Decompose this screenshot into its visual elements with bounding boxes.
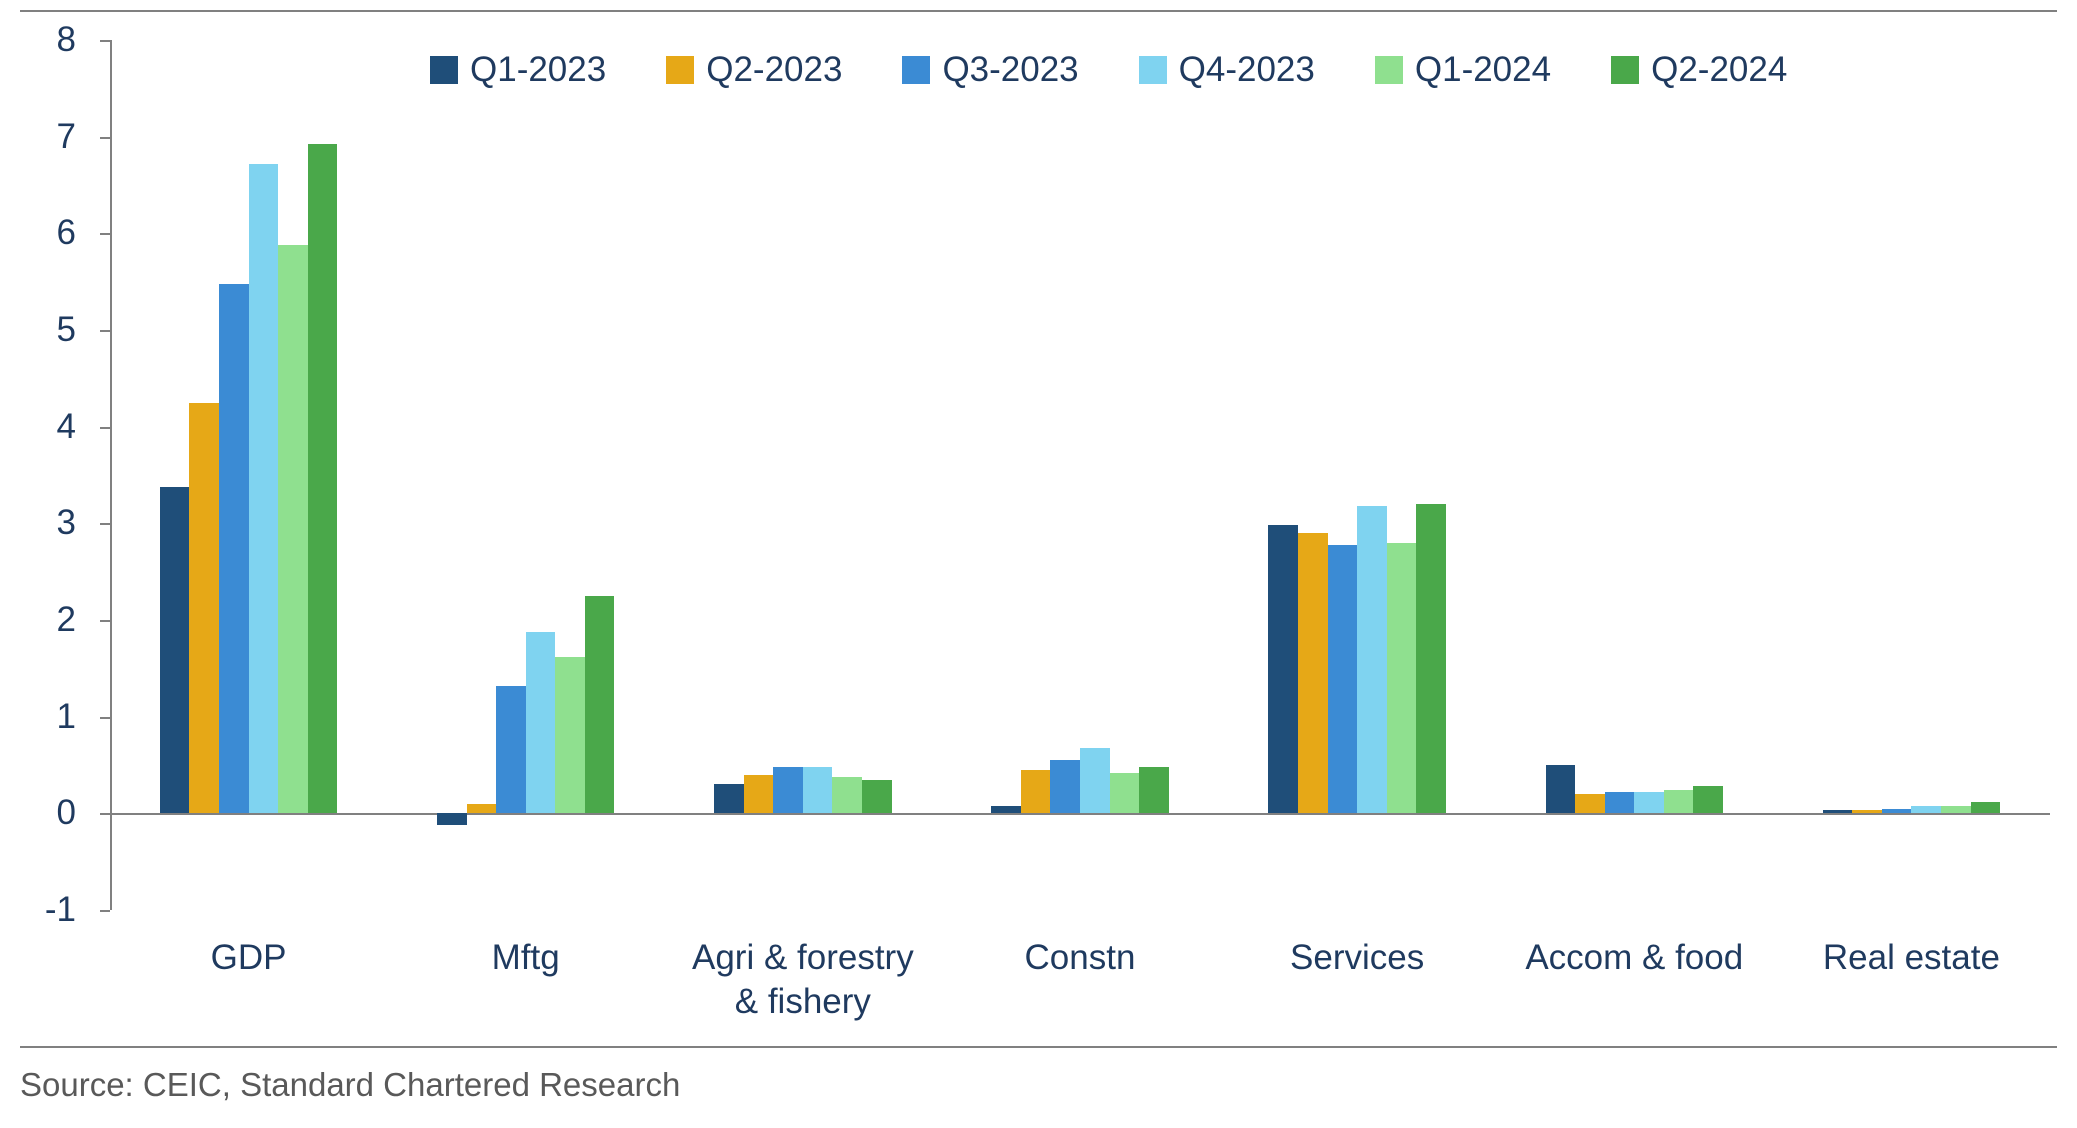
bar (1298, 533, 1328, 813)
bar (803, 767, 833, 813)
y-tick (100, 620, 110, 622)
bar (437, 813, 467, 825)
bar (249, 164, 279, 814)
x-label: GDP (110, 936, 387, 980)
bar (1575, 794, 1605, 813)
y-tick-label: 1 (16, 697, 76, 737)
bar (467, 804, 497, 814)
bar (555, 657, 585, 814)
y-tick (100, 40, 110, 42)
bar (1357, 506, 1387, 813)
top-rule (20, 10, 2057, 12)
bar-group (437, 40, 614, 910)
bar (526, 632, 556, 814)
y-tick (100, 427, 110, 429)
bar (991, 806, 1021, 814)
bar (496, 686, 526, 814)
y-tick-label: 4 (16, 407, 76, 447)
bar (1546, 765, 1576, 813)
bar (1852, 810, 1882, 813)
bar (1416, 504, 1446, 813)
y-tick-label: 3 (16, 503, 76, 543)
bar (1634, 792, 1664, 813)
bar (189, 403, 219, 814)
y-tick (100, 813, 110, 815)
y-tick (100, 910, 110, 912)
bar (1605, 792, 1635, 813)
bar-group (160, 40, 337, 910)
x-label: Real estate (1773, 936, 2050, 980)
x-label: Mftg (387, 936, 664, 980)
bottom-rule (20, 1046, 2057, 1048)
y-tick (100, 717, 110, 719)
y-tick-label: 7 (16, 117, 76, 157)
bar (773, 767, 803, 813)
bar (1110, 773, 1140, 814)
y-tick (100, 137, 110, 139)
plot-area: -1012345678GDPMftgAgri & forestry & fish… (110, 40, 2050, 910)
bar (1328, 545, 1358, 814)
y-tick-label: 2 (16, 600, 76, 640)
bar-group (991, 40, 1168, 910)
bar (714, 784, 744, 813)
y-tick-label: 8 (16, 20, 76, 60)
bar (1882, 809, 1912, 813)
bar (219, 284, 249, 814)
bar (832, 777, 862, 814)
bar-group (1268, 40, 1445, 910)
bar (1268, 525, 1298, 813)
x-label: Services (1219, 936, 1496, 980)
bar (160, 487, 190, 814)
x-label: Accom & food (1496, 936, 1773, 980)
bar-groups (110, 40, 2050, 910)
bar-group (1823, 40, 2000, 910)
bar-group (1546, 40, 1723, 910)
y-tick-label: 5 (16, 310, 76, 350)
bar (1911, 806, 1941, 814)
y-tick-label: 0 (16, 793, 76, 833)
y-tick (100, 523, 110, 525)
bar (585, 596, 615, 814)
x-label: Agri & forestry & fishery (664, 936, 941, 1024)
y-tick (100, 330, 110, 332)
bar (744, 775, 774, 814)
bar (1021, 770, 1051, 814)
bar (1387, 543, 1417, 814)
y-tick (100, 233, 110, 235)
x-label: Constn (941, 936, 1218, 980)
y-tick-label: -1 (16, 890, 76, 930)
bar (862, 780, 892, 814)
bar (1139, 767, 1169, 813)
bar (1971, 802, 2001, 814)
source-text: Source: CEIC, Standard Chartered Researc… (20, 1066, 680, 1104)
y-tick-label: 6 (16, 213, 76, 253)
bar (278, 245, 308, 813)
bar (1050, 760, 1080, 813)
bar (1080, 748, 1110, 814)
bar (1823, 810, 1853, 813)
bar (308, 144, 338, 813)
bar (1693, 786, 1723, 813)
chart-container: Q1-2023Q2-2023Q3-2023Q4-2023Q1-2024Q2-20… (0, 0, 2077, 1128)
bar (1664, 790, 1694, 813)
bar-group (714, 40, 891, 910)
bar (1941, 806, 1971, 814)
